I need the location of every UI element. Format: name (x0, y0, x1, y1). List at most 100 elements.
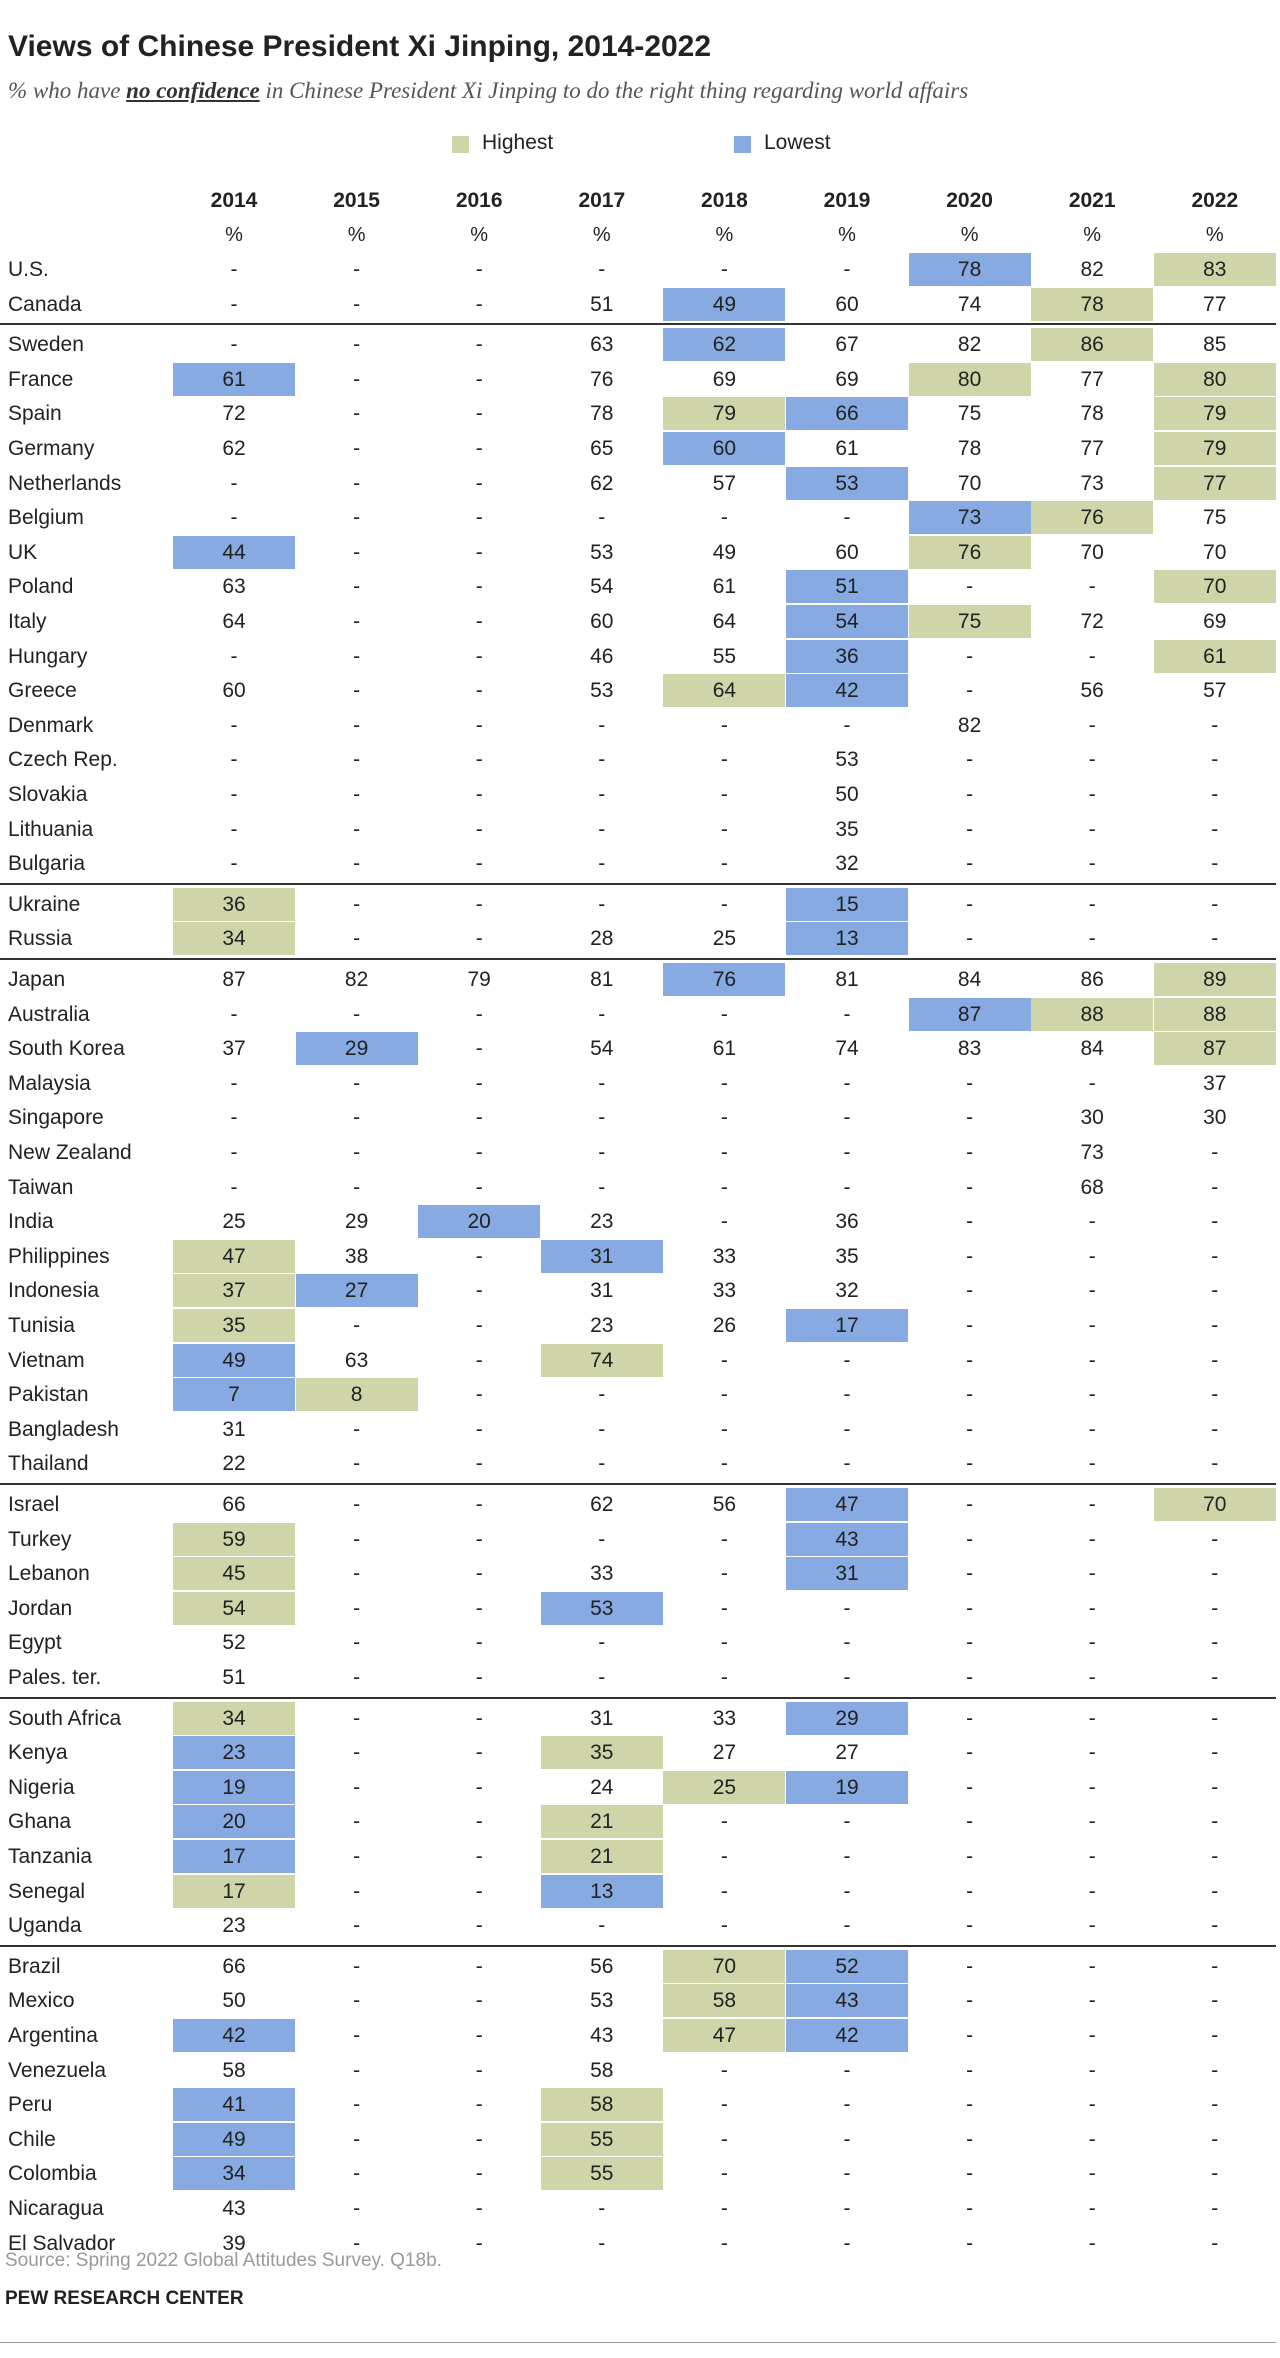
cell: - (966, 2093, 974, 2117)
cell: - (353, 471, 361, 495)
lowest-cell: 60 (663, 432, 786, 465)
cell: 65 (590, 437, 614, 460)
country-label: Peru (8, 2093, 53, 2117)
country-label: U.S. (8, 258, 49, 281)
country-label: Mexico (8, 1989, 75, 2013)
unit-label: % (592, 224, 611, 246)
cell: - (598, 748, 606, 772)
cell: - (720, 1141, 728, 1164)
highest-cell: 78 (1031, 287, 1154, 321)
year-header: 2021 (1068, 189, 1116, 212)
cell: - (966, 1666, 974, 1689)
country-label: Ghana (8, 1810, 72, 1834)
cell: 51 (222, 1666, 246, 1689)
cell: - (598, 1383, 606, 1407)
year-header: 2014 (210, 189, 258, 212)
cell: - (966, 2197, 974, 2220)
cell: - (966, 1631, 974, 1655)
cell: - (720, 1002, 728, 1026)
cell: - (1088, 2093, 1096, 2117)
cell: - (353, 506, 361, 530)
cell: - (475, 927, 483, 951)
cell: - (966, 748, 974, 772)
unit-label: % (838, 224, 856, 246)
cell: - (720, 1417, 728, 1441)
country-label: Turkey (8, 1527, 72, 1551)
country-label: Russia (8, 927, 73, 951)
year-header: 2019 (823, 189, 871, 212)
cell: 75 (957, 402, 982, 426)
cell: - (843, 1452, 851, 1476)
cell: - (1211, 1596, 1219, 1620)
cell: - (843, 1106, 851, 1130)
country-label: Australia (8, 1002, 90, 1026)
cell: - (353, 817, 361, 841)
cell: - (353, 333, 361, 357)
unit-label: % (715, 224, 734, 246)
cell: - (1211, 2127, 1219, 2151)
cell: 78 (957, 437, 982, 460)
cell: - (475, 1493, 483, 1516)
country-label: Tanzania (8, 1845, 93, 1868)
cell: - (1211, 1562, 1219, 1586)
country-label: Tunisia (8, 1314, 75, 1337)
source-text: Spring 2022 Global Attitudes Survey. Q18… (75, 2250, 442, 2271)
group-separator (0, 323, 1276, 326)
highest-cell: 80 (1153, 362, 1276, 396)
cell: 84 (1080, 1037, 1104, 1061)
cell: 74 (957, 292, 982, 316)
cell: - (230, 644, 238, 668)
highest-cell: 58 (540, 2088, 663, 2122)
cell: - (353, 1175, 361, 1199)
highest-cell: 17 (173, 1874, 295, 1908)
country-label: Pales. ter. (8, 1666, 102, 1689)
country-label: Lithuania (8, 817, 94, 841)
cell: - (353, 892, 361, 916)
cell: - (1088, 1954, 1096, 1978)
cell: - (353, 1666, 361, 1689)
cell: - (353, 679, 361, 703)
cell: - (475, 1314, 483, 1337)
country-label: Indonesia (8, 1279, 100, 1303)
cell: - (353, 2197, 361, 2220)
cell: 23 (590, 1210, 614, 1234)
cell: - (966, 1493, 974, 1516)
unit-label: % (470, 224, 489, 246)
country-label: Nicaragua (8, 2197, 104, 2220)
cell: - (1211, 817, 1219, 841)
country-label: Egypt (8, 1631, 62, 1655)
cell: 76 (590, 367, 614, 391)
cell: - (966, 2058, 974, 2082)
cell: - (475, 506, 483, 530)
cell: 55 (712, 644, 737, 668)
lowest-cell: 31 (786, 1557, 908, 1591)
cell: 49 (712, 540, 737, 564)
cell: - (1088, 2024, 1096, 2047)
country-label: Lebanon (8, 1562, 90, 1586)
cell: 53 (835, 748, 859, 772)
cell: - (966, 1383, 974, 1407)
country-label: Israel (8, 1493, 60, 1516)
cell: 56 (590, 1954, 614, 1978)
highest-cell: 75 (908, 605, 1031, 638)
cell: - (475, 1954, 483, 1978)
cell: - (475, 1706, 483, 1730)
cell: - (1211, 927, 1219, 951)
legend-label: Highest (482, 131, 554, 154)
cell: 60 (590, 610, 614, 633)
cell: - (475, 1527, 483, 1551)
highest-cell: 61 (1153, 639, 1276, 673)
highest-cell: 79 (1153, 397, 1276, 431)
country-label: Uganda (8, 1914, 82, 1938)
cell: - (475, 1666, 483, 1689)
cell: - (353, 1002, 361, 1026)
cell: 25 (712, 927, 737, 951)
cell: 77 (1203, 292, 1227, 316)
highest-cell: 54 (173, 1591, 295, 1625)
cell: - (1211, 1775, 1219, 1799)
cell: - (720, 748, 728, 772)
highest-cell: 77 (1153, 466, 1276, 500)
country-label: Brazil (8, 1954, 61, 1978)
cell: - (1211, 1383, 1219, 1407)
